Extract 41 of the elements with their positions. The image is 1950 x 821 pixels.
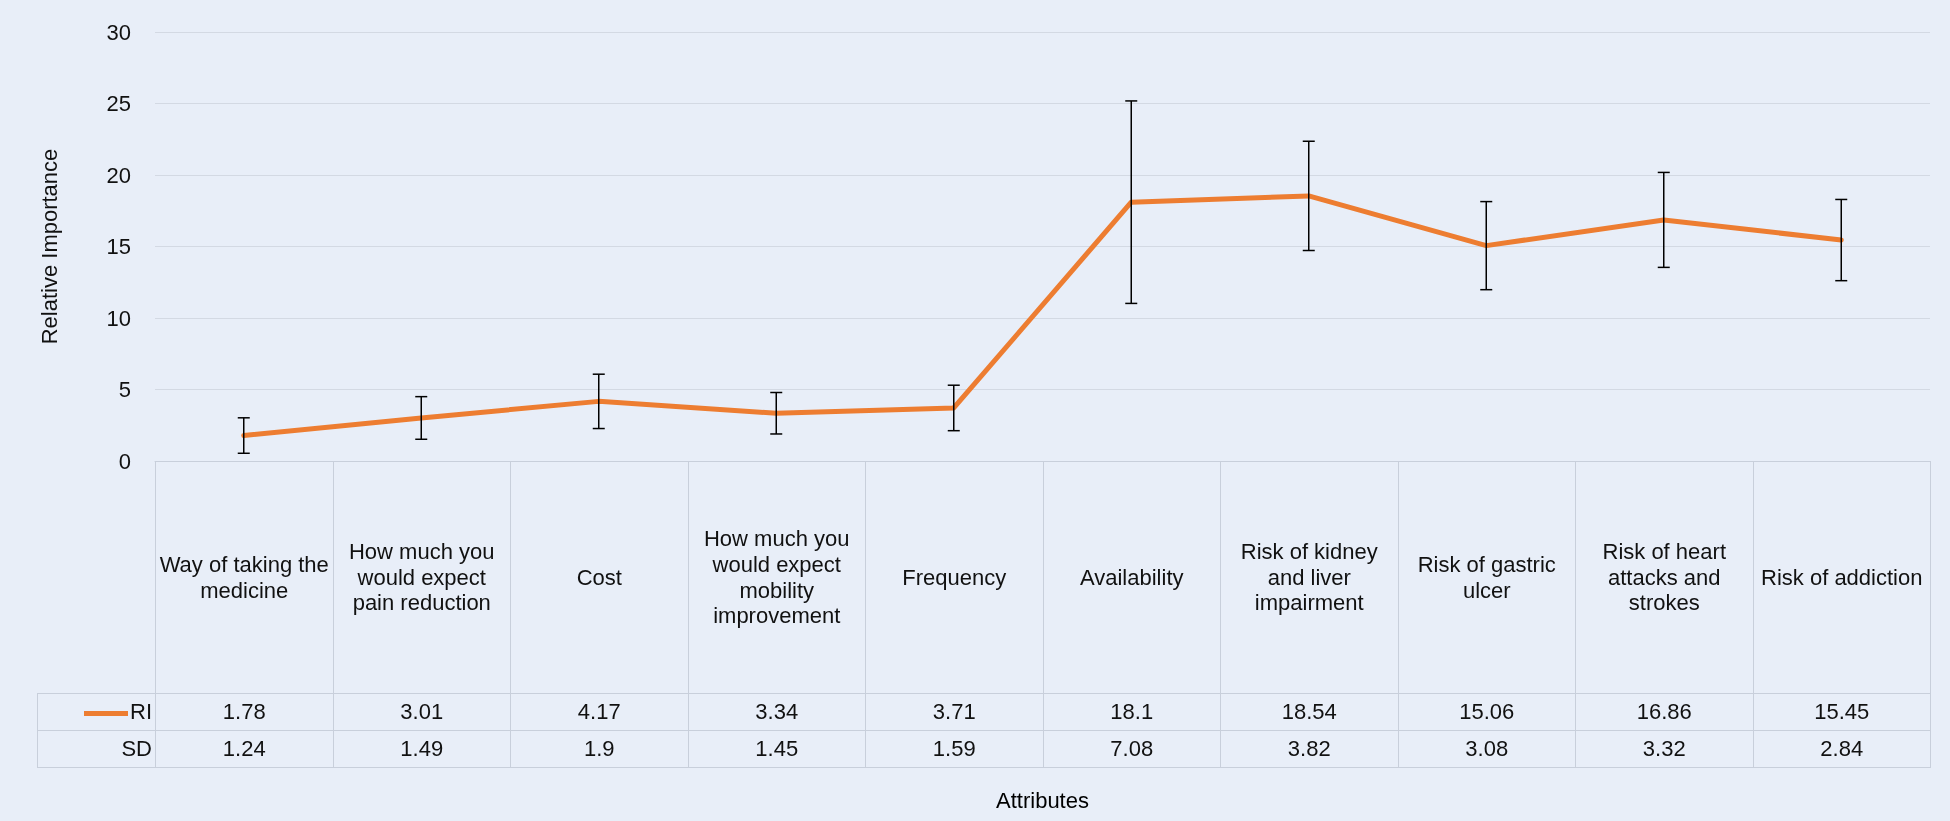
x-tick-label: Risk of addiction <box>1753 461 1931 694</box>
data-label: 3.71 <box>865 693 1043 731</box>
x-tick-label: Cost <box>510 461 688 694</box>
data-label: 1.78 <box>155 693 333 731</box>
data-label: 3.34 <box>688 693 866 731</box>
data-label: 4.17 <box>510 693 688 731</box>
y-tick-label: 20 <box>106 162 131 188</box>
x-tick-label: Way of taking the medicine <box>155 461 333 694</box>
text: 3.08 <box>1398 730 1576 768</box>
text: 1.24 <box>155 730 333 768</box>
data-label: 15.06 <box>1398 693 1576 731</box>
text: 2.84 <box>1753 730 1931 768</box>
x-tick-label: Availability <box>1043 461 1221 694</box>
data-label: 18.1 <box>1043 693 1221 731</box>
text: 1.9 <box>510 730 688 768</box>
y-tick-label: 5 <box>118 377 131 402</box>
x-tick-label: Risk of gastric ulcer <box>1398 461 1576 694</box>
text: 3.82 <box>1220 730 1398 768</box>
x-tick-label: How much you would expect pain reduction <box>333 461 511 694</box>
data-label: 18.54 <box>1220 693 1398 731</box>
text: SD <box>37 730 156 768</box>
text: 1.45 <box>688 730 866 768</box>
y-tick-label: 0 <box>118 448 131 474</box>
y-tick-label: 25 <box>106 91 131 116</box>
x-tick-label: How much you would expect mobility improvement <box>688 461 866 694</box>
text: Attributes <box>995 788 1090 814</box>
y-axis-title: Relative Importance <box>36 148 62 345</box>
x-tick-label: Risk of kidney and liver impairment <box>1220 461 1398 694</box>
y-tick-label: 15 <box>106 234 131 259</box>
text: 7.08 <box>1043 730 1221 768</box>
text: 1.59 <box>865 730 1043 768</box>
data-label: 16.86 <box>1575 693 1753 731</box>
text: 3.32 <box>1575 730 1753 768</box>
data-label: 3.01 <box>333 693 511 731</box>
legend-label: RI <box>37 693 156 731</box>
data-label: 15.45 <box>1753 693 1931 731</box>
y-tick-label: 30 <box>106 19 131 45</box>
y-tick-label: 10 <box>106 305 131 331</box>
x-tick-label: Frequency <box>865 461 1043 694</box>
x-tick-label: Risk of heart attacks and strokes <box>1575 461 1753 694</box>
text: 1.49 <box>333 730 511 768</box>
